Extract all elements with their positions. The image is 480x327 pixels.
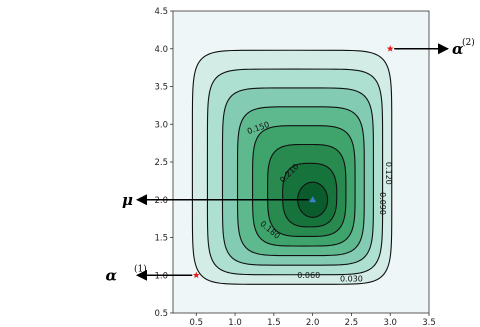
y-tick-label-7: 4.0 <box>154 45 168 55</box>
point-mu <box>309 196 317 203</box>
x-tick-label-6: 3.5 <box>422 318 436 327</box>
y-tick-label-0: 0.5 <box>154 309 168 319</box>
annotation-alpha1: α <box>105 266 117 284</box>
annotation-sup-alpha2: (2) <box>462 37 475 48</box>
x-tick-label-0: 0.5 <box>190 318 204 327</box>
y-tick-label-5: 3.0 <box>154 120 168 130</box>
y-tick-label-2: 1.5 <box>154 234 168 244</box>
contour-label-6: 0.090 <box>378 192 387 215</box>
point-alpha1 <box>192 271 200 279</box>
x-tick-label-5: 3.0 <box>383 318 397 327</box>
annotation-alpha2: α <box>452 40 464 58</box>
annotation-sup-alpha1: (1) <box>134 263 147 274</box>
x-tick-label-3: 2.0 <box>306 318 320 327</box>
annotation-mu: μ <box>122 191 133 209</box>
contour-label-text-5: 0.120 <box>384 162 393 185</box>
y-tick-label-1: 1.0 <box>154 271 168 281</box>
contour-label-3: 0.060 <box>297 271 320 280</box>
x-tick-label-1: 1.0 <box>228 318 242 327</box>
contour-label-text-6: 0.090 <box>378 192 387 215</box>
y-tick-label-8: 4.5 <box>154 7 168 17</box>
contour-label-text-3: 0.060 <box>297 271 320 280</box>
contour-label-4: 0.030 <box>340 275 363 284</box>
y-tick-label-4: 2.5 <box>154 158 168 168</box>
contour-label-5: 0.120 <box>384 162 393 185</box>
x-tick-label-4: 2.5 <box>345 318 359 327</box>
x-tick-label-2: 1.5 <box>267 318 281 327</box>
contour-label-text-4: 0.030 <box>340 275 363 284</box>
point-alpha2 <box>386 45 394 52</box>
y-tick-label-6: 3.5 <box>154 83 168 93</box>
y-tick-label-3: 2.0 <box>154 196 168 206</box>
